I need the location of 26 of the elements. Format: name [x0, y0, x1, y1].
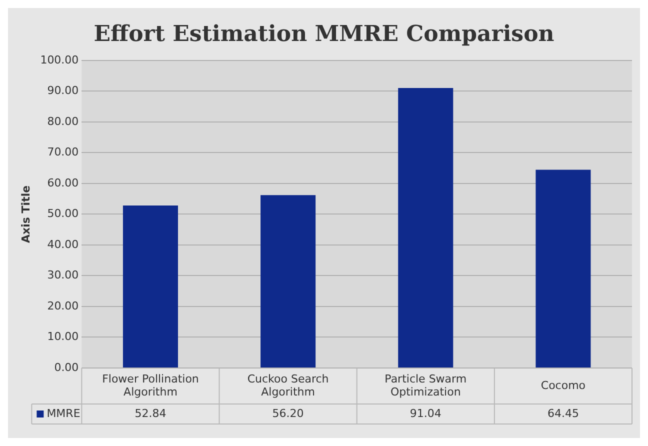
y-tick-label: 20.00: [47, 299, 79, 312]
y-tick-label: 50.00: [47, 207, 79, 220]
x-tick-label: Particle Swarm Optimization: [384, 372, 467, 398]
y-tick-label: 70.00: [47, 146, 79, 159]
bar: [122, 205, 178, 368]
legend-label: MMRE: [46, 406, 80, 420]
bar: [536, 170, 591, 368]
x-tick-label: Cuckoo Search Algorithm: [247, 372, 329, 398]
y-tick-label: 0.00: [54, 360, 79, 374]
text: 91.04: [410, 406, 442, 420]
y-axis-title: Axis Title: [19, 185, 32, 243]
bar: [260, 195, 316, 368]
text: 56.20: [272, 406, 304, 420]
y-tick-label: 90.00: [47, 84, 79, 98]
chart-title: Effort Estimation MMRE Comparison: [94, 20, 554, 47]
text: 64.45: [547, 406, 579, 420]
y-tick-label: 80.00: [47, 114, 79, 128]
x-tick-label: Cocomo: [540, 378, 586, 392]
y-tick-label: 100.00: [40, 53, 79, 66]
y-tick-label: 30.00: [47, 268, 79, 282]
y-tick-label: 60.00: [47, 176, 79, 190]
text: 52.84: [134, 406, 166, 420]
y-tick-label: 40.00: [47, 238, 79, 251]
x-tick-label: Flower Pollination Algorithm: [102, 372, 199, 398]
bar: [398, 88, 454, 368]
y-tick-label: 10.00: [47, 330, 79, 344]
